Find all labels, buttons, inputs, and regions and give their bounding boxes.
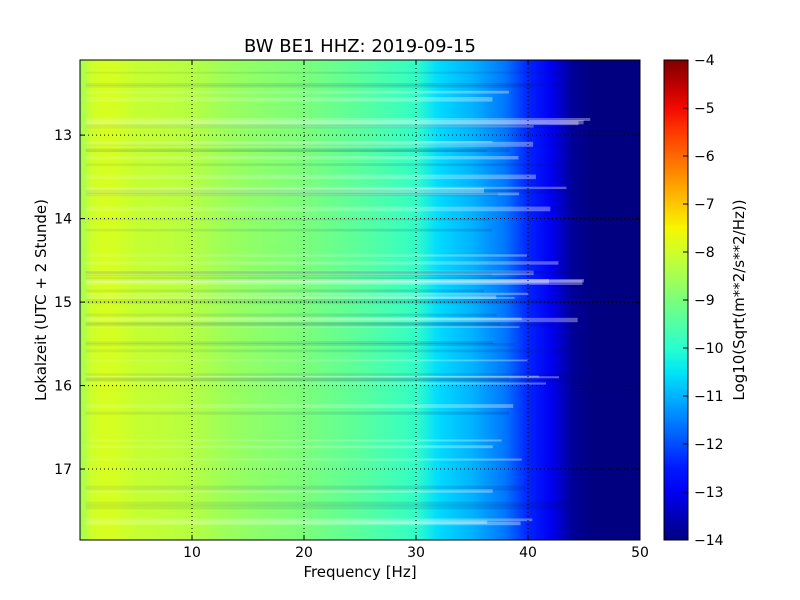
time-stripe <box>85 342 516 346</box>
time-stripe <box>85 376 560 379</box>
time-stripe <box>85 439 502 442</box>
time-stripe <box>85 206 551 212</box>
time-stripe <box>85 148 510 153</box>
colorbar-ticks: −4 −5 −6 −7 −8 −9 −10 −11 −12 −13 −14 <box>683 53 724 549</box>
time-stripe <box>85 121 579 126</box>
plot-area: 10 20 30 40 50 13 14 15 16 17 <box>54 59 649 561</box>
time-stripe <box>85 276 522 281</box>
time-stripe <box>85 359 529 362</box>
x-tick-label: 20 <box>295 545 313 561</box>
time-stripe <box>85 271 593 274</box>
y-tick-label: 15 <box>54 295 72 311</box>
time-stripe <box>85 163 561 167</box>
time-stripe <box>85 228 493 232</box>
y-tick-label: 13 <box>54 128 72 144</box>
time-stripe <box>85 317 522 321</box>
time-stripe <box>85 341 494 345</box>
time-stripe <box>85 218 490 221</box>
time-stripe <box>85 349 569 353</box>
grid-lines <box>80 60 640 540</box>
time-stripe <box>85 280 583 285</box>
colorbar-tick-label: −10 <box>694 341 724 357</box>
colorbar-tick-label: −9 <box>694 293 715 309</box>
colorbar-tick-label: −6 <box>694 149 715 165</box>
x-axis-ticks: 10 20 30 40 50 <box>183 60 649 561</box>
time-stripe <box>85 297 515 299</box>
colorbar-tick-label: −5 <box>694 101 715 117</box>
time-stripe <box>85 278 585 283</box>
time-stripe <box>85 518 533 522</box>
time-stripe <box>85 261 559 265</box>
colorbar-tick-label: −7 <box>694 197 715 213</box>
time-stripe <box>85 254 527 257</box>
time-stripe <box>85 485 527 491</box>
y-tick-label: 17 <box>54 462 72 478</box>
x-axis-label: Frequency [Hz] <box>303 563 416 581</box>
y-axis-label: Lokalzeit (UTC + 2 Stunde) <box>32 199 50 401</box>
time-stripe <box>85 326 520 328</box>
time-stripe <box>85 90 509 94</box>
time-stripe <box>85 321 555 327</box>
y-tick-label: 14 <box>54 212 72 228</box>
time-stripe <box>85 373 568 376</box>
time-stripe <box>85 301 583 305</box>
time-stripe <box>85 141 534 147</box>
time-stripe <box>85 192 498 197</box>
time-stripe <box>85 404 514 408</box>
time-stripe <box>85 71 563 74</box>
time-stripes <box>85 71 593 526</box>
colorbar-tick-label: −12 <box>694 437 724 453</box>
time-stripe <box>85 82 560 86</box>
colorbar-tick-label: −13 <box>694 485 724 501</box>
time-stripe <box>85 188 484 193</box>
colorbar-tick-label: −8 <box>694 245 715 261</box>
x-tick-label: 40 <box>519 545 537 561</box>
y-tick-label: 16 <box>54 379 72 395</box>
time-stripe <box>85 382 546 385</box>
time-stripe <box>85 298 572 303</box>
colorbar-tick-label: −11 <box>694 389 724 405</box>
time-stripe <box>85 458 522 461</box>
x-tick-label: 30 <box>407 545 425 561</box>
time-stripe <box>85 84 536 88</box>
time-stripe <box>85 445 493 449</box>
time-stripe <box>85 501 572 506</box>
time-stripe <box>85 124 550 129</box>
time-stripe <box>85 186 567 190</box>
time-stripe <box>85 97 493 102</box>
time-stripe <box>85 411 509 415</box>
chart-title: BW BE1 HHZ: 2019-09-15 <box>244 36 476 57</box>
colorbar-tick-label: −4 <box>694 53 715 69</box>
time-stripe <box>85 521 521 526</box>
time-stripe <box>85 117 591 122</box>
y-axis-ticks: 13 14 15 16 17 <box>54 128 640 478</box>
colorbar: −4 −5 −6 −7 −8 −9 −10 −11 −12 −13 −14 <box>663 53 724 549</box>
time-stripe <box>85 377 585 382</box>
time-stripe <box>85 140 493 143</box>
colorbar-tick-label: −14 <box>694 533 724 549</box>
time-stripe <box>85 174 536 180</box>
time-stripe <box>85 292 529 296</box>
time-stripe <box>85 156 519 160</box>
x-tick-label: 50 <box>631 545 649 561</box>
time-stripe <box>85 313 497 317</box>
colorbar-label: Log10(Sqrt(m**2/s**2/Hz)) <box>730 199 748 400</box>
plot-frame <box>79 59 641 541</box>
time-stripe <box>85 489 493 493</box>
x-tick-label: 10 <box>183 545 201 561</box>
time-stripe <box>85 504 567 510</box>
time-stripe <box>85 289 485 293</box>
